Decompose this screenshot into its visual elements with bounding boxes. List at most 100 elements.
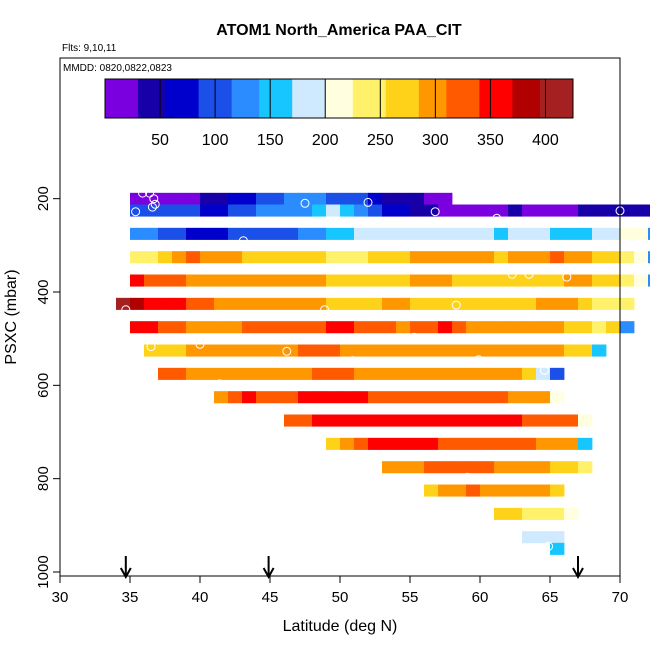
heatmap-cell: [214, 391, 229, 404]
heatmap-cell: [172, 192, 187, 205]
heatmap-cell: [284, 414, 299, 427]
heatmap-cell: [368, 344, 383, 357]
heatmap-cell: [382, 437, 397, 450]
sample-point: [215, 379, 225, 389]
x-axis: 30 35 40 45 50 55 60 65 70: [52, 576, 628, 606]
y-tick-label: 200: [35, 186, 52, 211]
heatmap-cell: [424, 367, 439, 380]
heatmap-cell: [536, 531, 551, 544]
colorbar-segment: [259, 79, 266, 118]
heatmap-cell: [480, 484, 495, 497]
colorbar-segment: [490, 79, 497, 118]
heatmap-cell: [410, 414, 425, 427]
heatmap-cell: [256, 391, 271, 404]
heatmap-cell: [494, 344, 509, 357]
colorbar-segment: [281, 79, 288, 118]
heatmap-cell: [144, 227, 159, 240]
heatmap-cell: [410, 204, 425, 217]
heatmap-cell: [480, 344, 495, 357]
heatmap-cell: [396, 321, 411, 334]
colorbar-segment: [347, 79, 354, 118]
heatmap-cell: [578, 414, 593, 427]
colorbar-segment: [336, 79, 343, 118]
colorbar-segment: [297, 79, 304, 118]
heatmap-cell: [354, 227, 369, 240]
heatmap-cell: [382, 192, 397, 205]
heatmap-cell: [452, 204, 467, 217]
heatmap-cell: [508, 367, 523, 380]
heatmap-cell: [228, 297, 243, 310]
colorbar-segment: [198, 79, 205, 118]
heatmap-cell: [256, 192, 271, 205]
heatmap-cell: [158, 367, 173, 380]
sample-point: [462, 472, 472, 482]
heatmap-cell: [326, 391, 341, 404]
heatmap-cell: [494, 367, 509, 380]
colorbar-segment: [352, 79, 359, 118]
heatmap-cell: [396, 192, 411, 205]
sample-point: [195, 339, 205, 349]
heatmap-cell: [200, 344, 215, 357]
heatmap-cell: [256, 274, 271, 287]
heatmap-cell: [424, 251, 439, 264]
colorbar-tick-label: 250: [367, 132, 394, 149]
colorbar-segment: [154, 79, 161, 118]
heatmap-cell: [144, 297, 159, 310]
heatmap-cell: [172, 251, 187, 264]
colorbar-segment: [517, 79, 524, 118]
heatmap-cell: [200, 227, 215, 240]
colorbar-segment: [226, 79, 233, 118]
heatmap-cell: [424, 437, 439, 450]
heatmap-cell: [536, 204, 551, 217]
heatmap-cell: [186, 227, 201, 240]
x-tick-label: 35: [122, 589, 139, 606]
heatmap-cell: [564, 344, 579, 357]
heatmap-cell: [270, 227, 285, 240]
heatmap-cell: [550, 344, 565, 357]
heatmap-cell: [158, 321, 173, 334]
heatmap-cell: [242, 344, 257, 357]
colorbar-segment: [561, 79, 568, 118]
colorbar-segment: [418, 79, 425, 118]
colorbar-segment: [182, 79, 189, 118]
heatmap-cell: [382, 321, 397, 334]
heatmap-cell: [396, 391, 411, 404]
colorbar-tick-label: 50: [151, 132, 169, 149]
heatmap-cell: [522, 367, 537, 380]
heatmap-cell: [270, 297, 285, 310]
x-axis-label: Latitude (deg N): [283, 618, 398, 635]
heatmap-cell: [606, 321, 621, 334]
heatmap-cell: [522, 321, 537, 334]
heatmap-cell: [158, 274, 173, 287]
y-tick-label: 800: [35, 466, 52, 491]
heatmap-cell: [158, 251, 173, 264]
heatmap-cell: [424, 297, 439, 310]
heatmap-cell: [354, 251, 369, 264]
heatmap-cell: [396, 344, 411, 357]
heatmap-cell: [424, 321, 439, 334]
heatmap-cell: [536, 251, 551, 264]
heatmap-cell: [326, 367, 341, 380]
heatmap-cell: [550, 204, 565, 217]
colorbar-segment: [402, 79, 409, 118]
colorbar-segment: [308, 79, 315, 118]
colorbar-segment: [396, 79, 403, 118]
heatmap-cell: [172, 367, 187, 380]
heatmap-cell: [396, 437, 411, 450]
heatmap-cell: [410, 437, 425, 450]
x-tick-label: 65: [542, 589, 559, 606]
colorbar-segment: [319, 79, 326, 118]
flight-arrows: [119, 556, 584, 580]
heatmap-cell: [396, 297, 411, 310]
colorbar-segment: [391, 79, 398, 118]
heatmap-cell: [508, 507, 523, 520]
heatmap-cell: [522, 344, 537, 357]
heatmap-cell: [298, 297, 313, 310]
heatmap-cell: [382, 344, 397, 357]
heatmap-cell: [536, 507, 551, 520]
heatmap-cell: [368, 227, 383, 240]
heatmap-cell: [340, 344, 355, 357]
sample-point: [451, 300, 461, 310]
heatmap-cell: [494, 437, 509, 450]
